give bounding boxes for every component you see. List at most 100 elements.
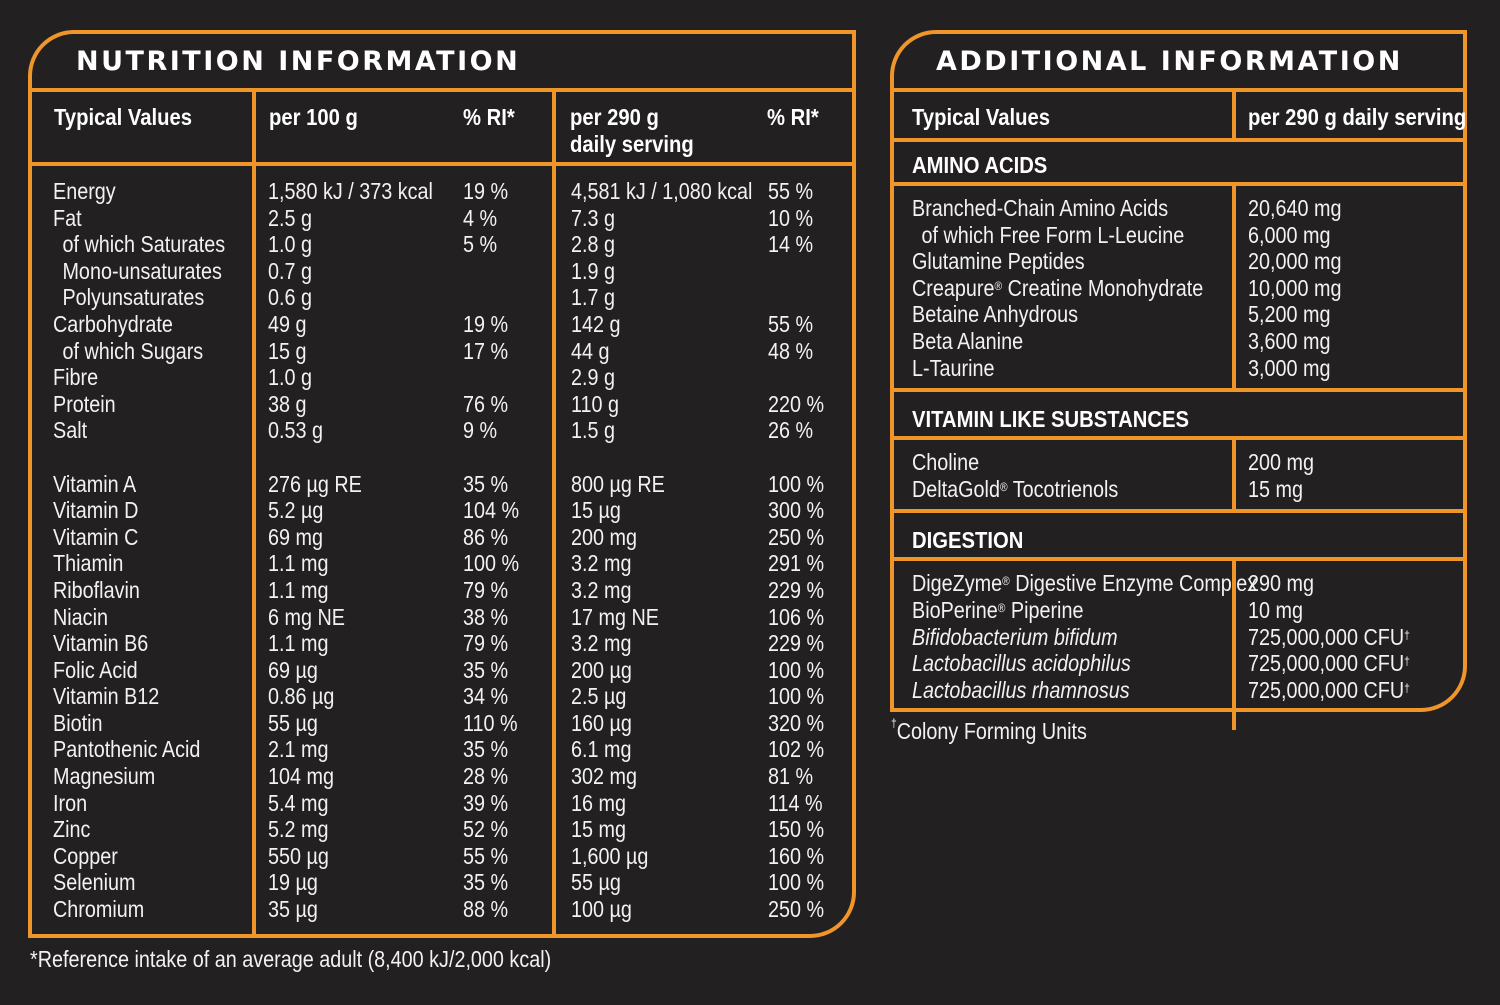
nutrition-name-cell: Vitamin B6 xyxy=(53,630,149,657)
nutrition-per290-cell: 100 µg xyxy=(571,896,632,923)
nutrition-name-cell: Vitamin D xyxy=(53,497,139,524)
additional-item-value-text: 3,000 mg xyxy=(1248,354,1331,381)
nutrition-ri290-cell: 320 % xyxy=(768,709,825,736)
additional-item-name-text: DeltaGold xyxy=(912,475,1000,502)
nutrition-per290-cell: 1.7 g xyxy=(571,284,615,311)
nutrition-ri290-column: 55 % 10 % 14 % 55 % 48 % 220 % 26 % 100 % 300 % 2… xyxy=(768,178,824,923)
additional-item-value: 725,000,000 CFU† xyxy=(1248,624,1410,651)
additional-header-typical: Typical Values xyxy=(912,104,1051,130)
nutrition-per290-cell: 16 mg xyxy=(571,789,626,816)
nutrition-ri100-cell: 28 % xyxy=(463,763,509,790)
nutrition-panel: NUTRITION INFORMATION Typical Values per… xyxy=(28,30,856,938)
nutrition-per290-cell: 1,600 µg xyxy=(571,842,649,869)
registered-mark: ® xyxy=(999,479,1008,494)
nutrition-per100-cell: 0.53 g xyxy=(268,417,323,444)
nutrition-per290-cell: 200 mg xyxy=(571,523,637,550)
nutrition-ri290-cell: 14 % xyxy=(768,231,814,258)
additional-item-name-text: Creapure xyxy=(912,274,995,301)
nutrition-per290-cell: 110 g xyxy=(571,390,620,417)
nutrition-ri100-cell xyxy=(463,258,519,285)
nutrition-footnote: *Reference intake of an average adult (8… xyxy=(30,946,552,972)
additional-item-value: 3,600 mg xyxy=(1248,328,1341,355)
additional-item-value: 5,200 mg xyxy=(1248,301,1341,328)
additional-item-value: 6,000 mg xyxy=(1248,222,1341,249)
nutrition-per100-cell: 2.1 mg xyxy=(268,736,329,763)
nutrition-ri100-cell: 55 % xyxy=(463,842,509,869)
additional-item-name: Choline xyxy=(912,449,1118,476)
nutrition-ri100-cell: 19 % xyxy=(463,178,509,204)
nutrition-name-cell: Fat xyxy=(53,204,82,231)
nutrition-ri100-cell: 5 % xyxy=(463,231,498,258)
additional-names-column: Choline DeltaGold® Tocotrienols xyxy=(912,449,1118,502)
additional-item-name: of which Free Form L-Leucine xyxy=(912,222,1203,249)
additional-names-column: DigeZyme® Digestive Enzyme Complex BioPer… xyxy=(912,570,1257,703)
nutrition-per100-cell: 5.4 mg xyxy=(268,789,329,816)
nutrition-header-typical: Typical Values xyxy=(54,104,193,130)
nutrition-per100-cell: 1,580 kJ / 373 kcal xyxy=(268,178,433,204)
nutrition-per290-cell: 200 µg xyxy=(571,656,632,683)
additional-item-name: Lactobacillus acidophilus xyxy=(912,650,1257,677)
additional-item-value: 10,000 mg xyxy=(1248,275,1341,302)
nutrition-ri100-cell: 88 % xyxy=(463,896,509,923)
nutrition-name-cell: Folic Acid xyxy=(53,656,138,683)
nutrition-name-cell: Iron xyxy=(53,789,88,816)
nutrition-ri100-cell: 17 % xyxy=(463,337,509,364)
additional-item-name-text: Choline xyxy=(912,449,980,476)
nutrition-per290-cell: 15 mg xyxy=(571,816,626,843)
nutrition-name-cell: Vitamin A xyxy=(53,470,137,497)
nutrition-per100-cell: 0.6 g xyxy=(268,284,312,311)
additional-section-divider xyxy=(894,557,1463,562)
additional-item-value-text: 20,640 mg xyxy=(1248,195,1342,221)
nutrition-per100-cell: 19 µg xyxy=(268,869,318,896)
nutrition-ri290-cell: 100 % xyxy=(768,683,825,710)
nutrition-name-cell: Fibre xyxy=(53,364,99,391)
additional-panel: ADDITIONAL INFORMATION Typical Values pe… xyxy=(890,30,1467,731)
nutrition-header-ri2: % RI* xyxy=(767,104,819,130)
nutrition-per100-cell: 1.1 mg xyxy=(268,630,329,657)
nutrition-name-cell: Mono-unsaturates xyxy=(62,257,222,284)
nutrition-per100-cell: 5.2 µg xyxy=(268,497,324,524)
nutrition-ri100-cell: 79 % xyxy=(463,630,509,657)
nutrition-per100-cell: 104 mg xyxy=(268,763,334,790)
nutrition-per290-cell: 4,581 kJ / 1,080 kcal xyxy=(571,178,753,204)
nutrition-per290-cell: 3.2 mg xyxy=(571,576,632,603)
nutrition-ri100-cell: 52 % xyxy=(463,816,509,843)
nutrition-ri290-cell: 55 % xyxy=(768,310,814,337)
nutrition-per100-cell: 55 µg xyxy=(268,709,318,736)
nutrition-row-gap xyxy=(768,444,824,471)
nutrition-per100-cell: 1.1 mg xyxy=(268,550,329,577)
nutrition-ri100-cell: 38 % xyxy=(463,603,509,630)
nutrition-ri290-cell xyxy=(768,258,824,285)
nutrition-ri290-cell: 26 % xyxy=(768,417,814,444)
nutrition-ri290-cell: 300 % xyxy=(768,497,825,524)
additional-item-name-text: Betaine Anhydrous xyxy=(912,301,1079,328)
additional-item-value: 3,000 mg xyxy=(1248,355,1341,382)
nutrition-name-cell: Protein xyxy=(53,390,116,417)
additional-item-name-text: Beta Alanine xyxy=(912,327,1024,354)
nutrition-per100-cell: 1.0 g xyxy=(268,231,312,258)
nutrition-per290-cell: 15 µg xyxy=(571,497,621,524)
nutrition-per290-column: 4,581 kJ / 1,080 kcal 7.3 g 2.8 g 1.9 g 1.7 … xyxy=(571,178,752,923)
nutrition-header-per100: per 100 g xyxy=(269,104,358,130)
nutrition-ri100-cell: 110 % xyxy=(463,709,518,736)
registered-mark: ® xyxy=(994,278,1003,293)
nutrition-ri100-cell: 79 % xyxy=(463,576,509,603)
additional-col-divider xyxy=(1232,88,1236,140)
nutrition-ri100-column: 19 % 4 % 5 % 19 % 17 % 76 % 9 % 35 % 104 % 86 % 10… xyxy=(463,178,519,923)
additional-item-value-text: 3,600 mg xyxy=(1248,327,1331,354)
additional-item-value: 20,640 mg xyxy=(1248,195,1341,222)
additional-item-name: DigeZyme® Digestive Enzyme Complex xyxy=(912,570,1257,597)
nutrition-ri100-cell xyxy=(463,284,519,311)
additional-footnote-text: Colony Forming Units xyxy=(896,718,1087,744)
nutrition-ri100-cell: 39 % xyxy=(463,789,509,816)
additional-item-name: DeltaGold® Tocotrienols xyxy=(912,476,1118,503)
nutrition-name-cell: Chromium xyxy=(53,896,145,923)
nutrition-header-divider xyxy=(32,162,852,166)
nutrition-per290-cell: 55 µg xyxy=(571,869,621,896)
nutrition-ri290-cell: 160 % xyxy=(768,842,825,869)
nutrition-ri100-cell: 104 % xyxy=(463,497,520,524)
nutrition-per100-cell: 1.0 g xyxy=(268,364,312,391)
nutrition-ri290-cell: 291 % xyxy=(768,550,825,577)
nutrition-ri100-cell: 34 % xyxy=(463,683,509,710)
